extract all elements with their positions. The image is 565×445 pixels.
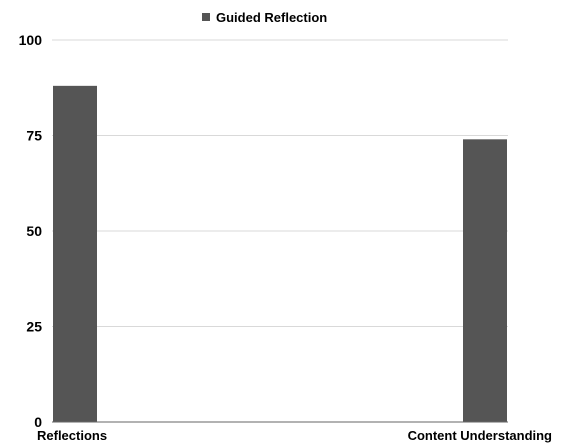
bars xyxy=(53,85,507,422)
bar-reflections xyxy=(53,85,97,422)
x-axis-labels: Reflections Content Understanding xyxy=(37,428,552,443)
legend-swatch xyxy=(202,13,210,21)
x-category-label: Content Understanding xyxy=(408,428,552,443)
grid xyxy=(52,39,508,327)
legend: Guided Reflection xyxy=(202,10,327,25)
y-tick-label: 75 xyxy=(26,128,42,144)
y-tick-label: 0 xyxy=(34,414,42,430)
bar-content-understanding xyxy=(463,139,507,422)
y-tick-label: 25 xyxy=(26,319,42,335)
y-axis-ticks: 0 25 50 75 100 xyxy=(19,32,43,430)
x-category-label: Reflections xyxy=(37,428,107,443)
y-tick-label: 100 xyxy=(19,32,43,48)
legend-label: Guided Reflection xyxy=(216,10,327,25)
y-tick-label: 50 xyxy=(26,223,42,239)
